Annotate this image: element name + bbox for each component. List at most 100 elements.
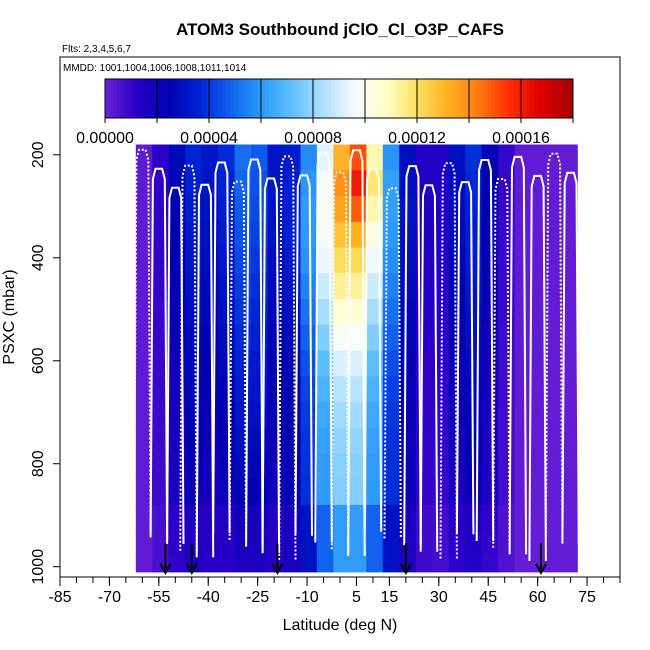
heatmap-cell [415,221,433,249]
colorbar-swatch [210,79,215,118]
heatmap-cell [415,376,433,403]
heatmap-cell [284,350,302,377]
heatmap-cell [564,196,578,223]
heatmap-cell [316,170,334,197]
heatmap-cell [284,479,302,506]
colorbar-swatch [280,79,285,118]
heatmap-cell [448,247,466,274]
heatmap-cell [481,350,499,377]
colorbar-swatch [171,79,176,118]
heatmap-cell [415,350,433,377]
colorbar-swatch [175,79,180,118]
heatmap-cell [366,196,384,223]
heatmap-cell [300,556,318,573]
heatmap-cell [564,299,578,326]
heatmap-cell [366,556,384,573]
heatmap-cell [251,247,269,274]
colorbar-swatch [522,79,527,118]
heatmap-cell [564,144,578,171]
heatmap-cell [481,376,499,403]
heatmap-cell [514,299,532,326]
heatmap-cell [349,556,367,573]
heatmap-cell [547,402,565,429]
heatmap-cell [531,170,549,197]
heatmap-cell [316,427,334,454]
flight-profile-line [245,158,264,547]
heatmap-cell [218,504,236,532]
heatmap-cell [349,170,367,197]
heatmap-cell [349,196,367,223]
heatmap-cell [185,299,203,326]
colorbar-swatch [448,79,453,118]
heatmap-cell [152,504,170,532]
heatmap-cell [564,247,578,274]
heatmap-cell [514,504,532,532]
heatmap-cell [284,556,302,573]
flight-profiles [133,148,580,562]
heatmap-cell [514,247,532,274]
heatmap-cell [300,453,318,480]
heatmap-cell [349,427,367,454]
heatmap-cell [382,170,400,197]
heatmap-cell [185,376,203,403]
heatmap-cell [284,376,302,403]
heatmap-cell [366,247,384,274]
heatmap-cell [135,453,153,480]
flight-profile-line [166,186,185,545]
heatmap-cell [284,427,302,454]
heatmap-cell [564,427,578,454]
heatmap-cell [382,530,400,557]
colorbar-swatch [381,79,387,118]
heatmap-cell [135,556,153,573]
heatmap-cell [284,247,302,274]
heatmap-cell [267,144,285,171]
heatmap-cell [267,350,285,377]
heatmap-cell [316,196,334,223]
heatmap-cell [531,299,549,326]
heatmap-cell [349,144,367,171]
flight-profile-line [403,165,422,546]
heatmap-cell [432,221,450,249]
heatmap-cell [251,350,269,377]
heatmap-cell [333,170,351,197]
heatmap-cell [152,196,170,223]
heatmap-cell [399,247,417,274]
x-tick-label: -55 [147,589,170,606]
colorbar-swatch [346,79,352,118]
heatmap-cell [152,479,170,506]
heatmap-cell [135,376,153,403]
heatmap-cell [218,530,236,557]
heatmap-cell [465,530,483,557]
heatmap-cell [399,299,417,326]
heatmap-cell [531,273,549,300]
heatmap-cell [481,247,499,274]
heatmap-cell [448,144,466,171]
heatmap-cell [399,427,417,454]
heatmap-cell [349,479,367,506]
colorbar-swatch [249,79,254,118]
heatmap-cell [465,376,483,403]
colorbar-swatch [389,79,395,118]
heatmap-cell [135,196,153,223]
heatmap-cell [201,504,219,532]
heatmap-cell [415,504,433,532]
heatmap-cell [349,530,367,557]
heatmap-cell [498,144,516,171]
heatmap-cell [547,144,565,171]
heatmap-cell [432,247,450,274]
heatmap-cell [498,530,516,557]
flight-profile-line [383,187,402,539]
heatmap-cell [432,144,450,171]
heatmap-cell [267,402,285,429]
heatmap-cell [185,427,203,454]
y-tick-label: 800 [30,450,47,477]
heatmap-cell [316,247,334,274]
heatmap-cell [465,402,483,429]
heatmap-cell [284,453,302,480]
heatmap-cell [201,273,219,300]
colorbar-swatch [276,79,281,118]
heatmap-cell [251,530,269,557]
heatmap-cell [366,273,384,300]
heatmap-cell [267,427,285,454]
chart-title: ATOM3 Southbound jClO_Cl_O3P_CAFS [176,20,504,39]
